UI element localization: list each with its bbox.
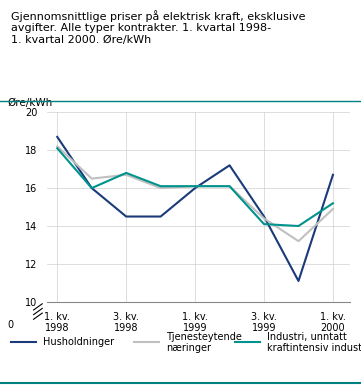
Text: Øre/kWh: Øre/kWh xyxy=(8,98,53,108)
Text: Husholdninger: Husholdninger xyxy=(43,337,114,348)
Text: 0: 0 xyxy=(8,320,14,330)
Text: Gjennomsnittlige priser på elektrisk kraft, eksklusive
avgifter. Alle typer kont: Gjennomsnittlige priser på elektrisk kra… xyxy=(11,10,305,45)
Text: Industri, unntatt
kraftintensiv industri: Industri, unntatt kraftintensiv industri xyxy=(267,332,361,353)
Text: Tjenesteytende
næringer: Tjenesteytende næringer xyxy=(166,332,242,353)
